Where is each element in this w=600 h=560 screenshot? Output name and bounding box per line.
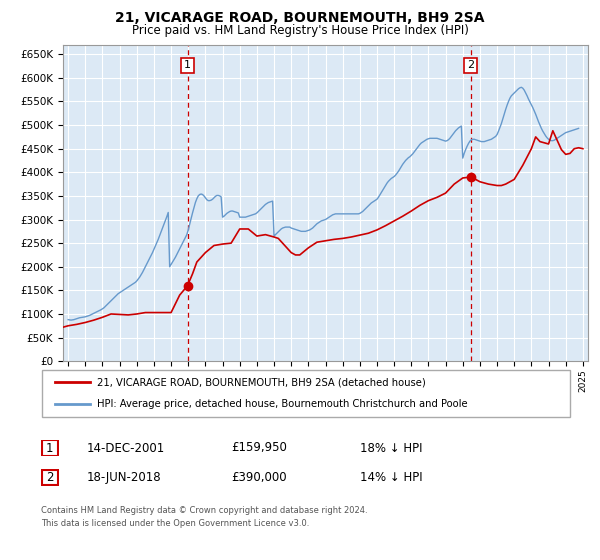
Text: 1: 1 — [184, 60, 191, 71]
FancyBboxPatch shape — [42, 370, 570, 417]
Text: 18-JUN-2018: 18-JUN-2018 — [87, 470, 161, 484]
Text: 14% ↓ HPI: 14% ↓ HPI — [360, 470, 422, 484]
FancyBboxPatch shape — [42, 469, 58, 484]
FancyBboxPatch shape — [42, 440, 58, 456]
Text: 21, VICARAGE ROAD, BOURNEMOUTH, BH9 2SA: 21, VICARAGE ROAD, BOURNEMOUTH, BH9 2SA — [115, 11, 485, 25]
Text: £390,000: £390,000 — [231, 470, 287, 484]
Text: This data is licensed under the Open Government Licence v3.0.: This data is licensed under the Open Gov… — [41, 519, 309, 528]
Text: 18% ↓ HPI: 18% ↓ HPI — [360, 441, 422, 455]
Text: HPI: Average price, detached house, Bournemouth Christchurch and Poole: HPI: Average price, detached house, Bour… — [97, 399, 468, 409]
Text: 2: 2 — [467, 60, 474, 71]
Text: Contains HM Land Registry data © Crown copyright and database right 2024.: Contains HM Land Registry data © Crown c… — [41, 506, 367, 515]
Text: £159,950: £159,950 — [231, 441, 287, 455]
Text: Price paid vs. HM Land Registry's House Price Index (HPI): Price paid vs. HM Land Registry's House … — [131, 24, 469, 36]
Text: 14-DEC-2001: 14-DEC-2001 — [87, 441, 165, 455]
Text: 2: 2 — [46, 470, 53, 484]
Text: 21, VICARAGE ROAD, BOURNEMOUTH, BH9 2SA (detached house): 21, VICARAGE ROAD, BOURNEMOUTH, BH9 2SA … — [97, 377, 426, 388]
Text: 1: 1 — [46, 441, 53, 455]
